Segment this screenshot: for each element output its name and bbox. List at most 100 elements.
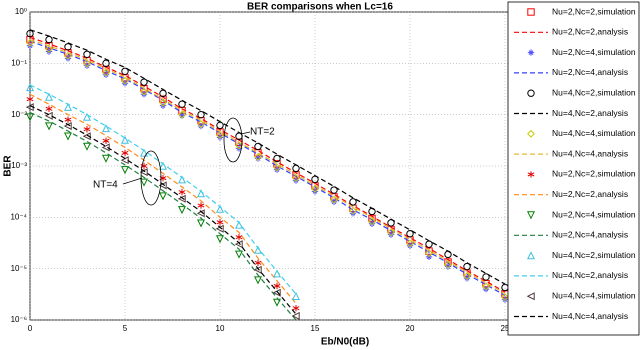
series-line <box>29 84 297 295</box>
legend-label: Nu=4,Nc=4,analysis <box>552 148 628 158</box>
legend-label: Nu=2,Nc=2,analysis <box>552 27 628 37</box>
marker <box>526 251 536 260</box>
marker <box>254 259 262 267</box>
annotation: NT=4 <box>93 180 118 191</box>
y-axis-label: BER <box>3 155 14 177</box>
marker <box>83 62 91 69</box>
marker <box>83 59 91 68</box>
marker <box>197 110 205 119</box>
marker <box>216 219 224 226</box>
chart-title: BER comparisons when Lc=16 <box>247 2 393 13</box>
marker <box>273 282 281 290</box>
marker <box>139 178 149 187</box>
marker <box>527 89 535 97</box>
legend-label: Nu=2,Nc=2,simulation <box>552 169 636 179</box>
marker <box>158 192 168 201</box>
marker <box>253 276 263 285</box>
legend-label: Nu=2,Nc=4,analysis <box>552 230 628 240</box>
marker <box>291 291 301 300</box>
marker <box>526 292 535 301</box>
marker <box>292 174 300 183</box>
marker <box>177 175 187 184</box>
marker <box>26 38 34 47</box>
marker <box>102 59 110 68</box>
marker <box>26 96 34 103</box>
marker <box>253 245 263 254</box>
legend-label: Nu=4,Nc=4,simulation <box>552 290 636 300</box>
legend-label: Nu=2,Nc=2,simulation <box>552 6 636 16</box>
marker <box>178 112 186 120</box>
marker <box>527 129 535 138</box>
marker <box>158 161 168 170</box>
marker <box>45 105 53 113</box>
marker <box>63 102 73 111</box>
marker <box>273 154 281 163</box>
x-tick-label: 10 <box>216 324 225 333</box>
legend-box <box>507 1 640 336</box>
marker <box>178 188 186 196</box>
marker <box>254 153 262 161</box>
marker <box>25 83 35 92</box>
x-tick-label: 5 <box>123 324 128 333</box>
annotation-arrow <box>122 177 143 185</box>
marker <box>64 51 72 60</box>
marker <box>527 171 535 178</box>
marker <box>82 142 92 151</box>
marker <box>444 263 452 270</box>
series-line <box>29 29 506 285</box>
y-tick-label: 10⁻³ <box>11 161 27 170</box>
annotation: NT=2 <box>250 127 275 138</box>
marker <box>235 141 243 150</box>
y-tick-label: 10⁰ <box>15 7 27 16</box>
legend-label: Nu=4,Nc=4,simulation <box>552 128 636 138</box>
marker <box>368 217 376 226</box>
marker <box>311 184 319 193</box>
marker <box>45 45 53 53</box>
marker <box>406 229 414 238</box>
marker <box>234 220 244 229</box>
marker <box>25 113 35 122</box>
marker <box>215 235 225 244</box>
marker <box>463 275 471 282</box>
marker <box>196 219 206 228</box>
legend-label: Nu=4,Nc=2,analysis <box>552 270 628 280</box>
marker <box>216 131 224 140</box>
legend-label: Nu=2,Nc=4,simulation <box>552 47 636 57</box>
marker <box>177 206 187 215</box>
marker <box>102 137 110 144</box>
marker <box>101 154 111 163</box>
series-line <box>29 36 506 293</box>
marker <box>159 89 167 98</box>
marker <box>121 149 129 157</box>
x-tick-label: 0 <box>28 324 33 333</box>
marker <box>463 272 471 280</box>
marker <box>234 250 244 259</box>
legend-label: Nu=4,Nc=4,analysis <box>552 311 628 321</box>
marker <box>120 166 130 175</box>
marker <box>235 234 243 241</box>
marker <box>102 71 110 78</box>
x-axis-label: Eb/N0(dB) <box>321 337 369 348</box>
y-tick-label: 10⁻¹ <box>11 58 27 67</box>
marker <box>425 249 433 258</box>
marker <box>526 211 536 220</box>
series-line <box>29 40 506 297</box>
legend-label: Nu=2,Nc=4,analysis <box>552 67 628 77</box>
series-line <box>29 39 506 294</box>
marker <box>368 220 376 227</box>
marker <box>159 95 167 103</box>
marker <box>406 239 414 248</box>
marker <box>273 166 281 173</box>
x-tick-label: 15 <box>311 324 320 333</box>
annotation-ellipse <box>223 117 243 163</box>
marker <box>64 43 72 51</box>
marker <box>121 76 129 85</box>
y-tick-label: 10⁻⁵ <box>11 264 27 273</box>
marker <box>330 186 338 194</box>
y-tick-label: 10⁻⁴ <box>10 212 27 221</box>
marker <box>330 198 338 206</box>
marker <box>83 50 91 58</box>
x-tick-label: 20 <box>406 324 415 333</box>
x-tick-label: 25 <box>501 324 510 333</box>
